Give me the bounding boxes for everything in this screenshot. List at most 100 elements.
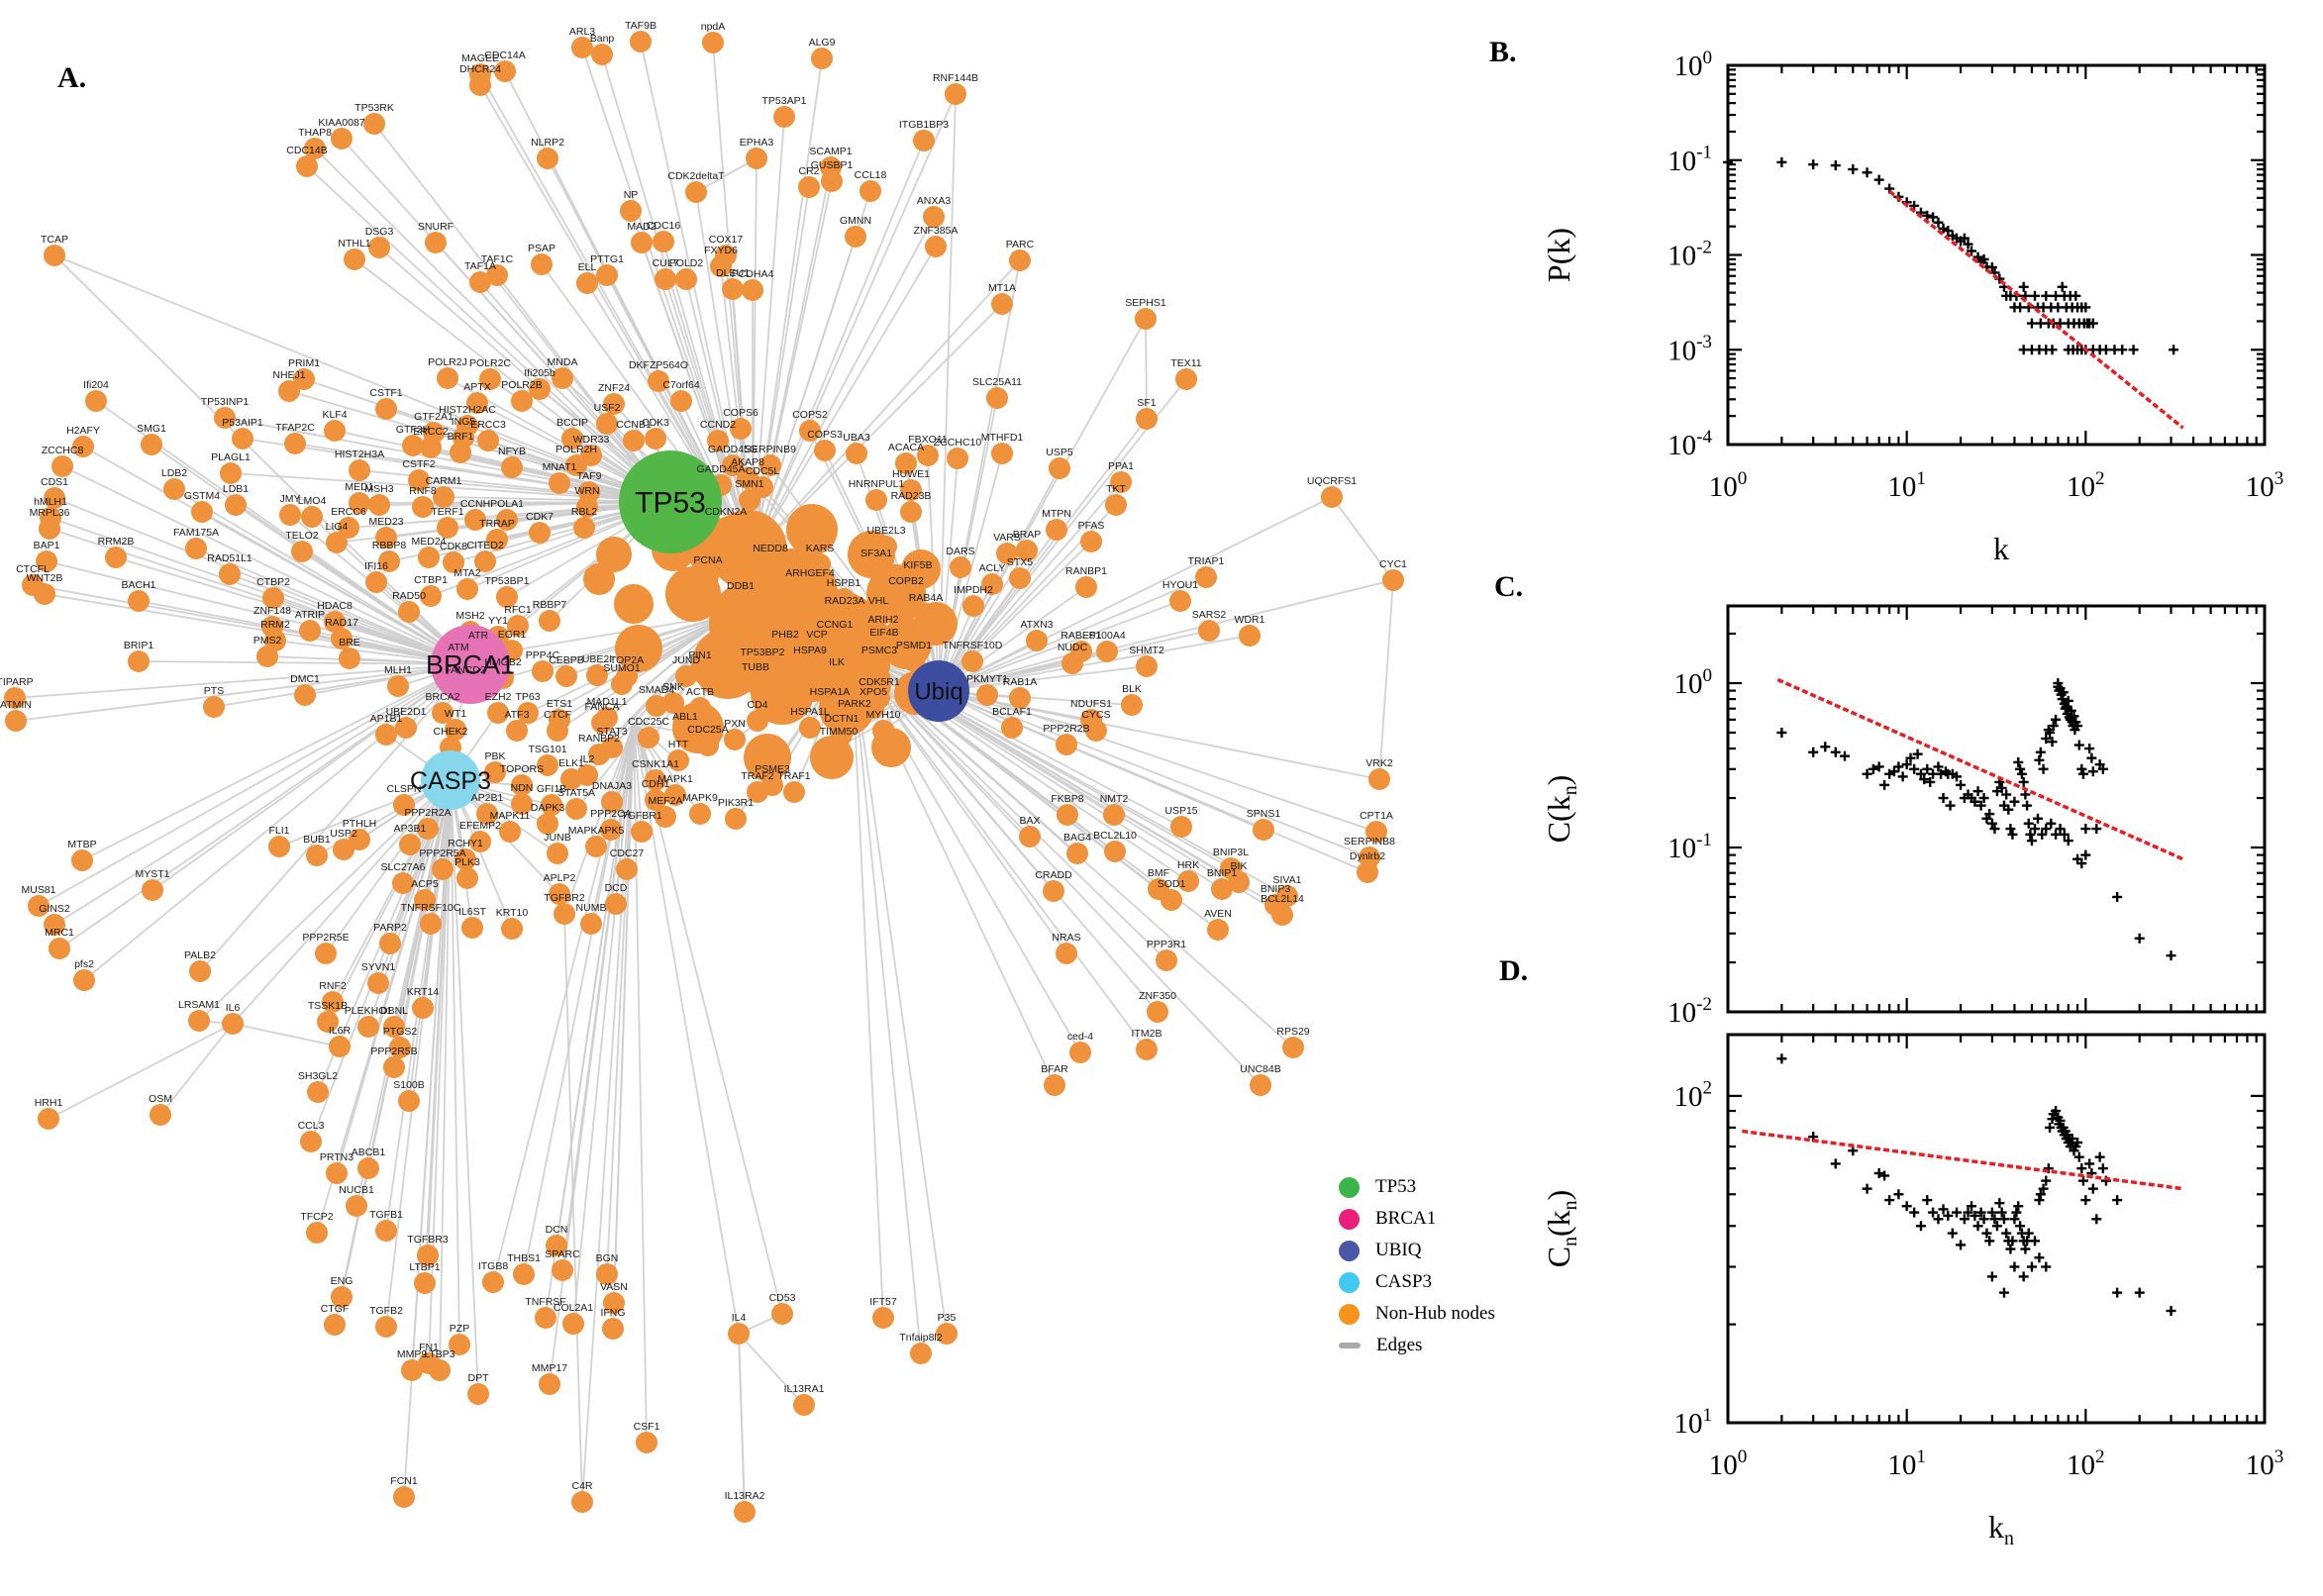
network-node-label: ABL1 xyxy=(672,711,698,723)
network-node-label: Dynlrb2 xyxy=(1350,850,1385,862)
network-node-label: TIPARP xyxy=(0,676,34,688)
network-node xyxy=(479,368,501,390)
network-node xyxy=(185,538,207,559)
network-node-label: CCNH xyxy=(460,498,490,510)
network-node-label: NUDC xyxy=(1058,642,1088,653)
network-node xyxy=(433,486,454,508)
network-node-label: FBXO11 xyxy=(908,434,948,446)
network-node-label: SCAMP1 xyxy=(809,146,852,157)
network-node xyxy=(1046,519,1067,541)
network-node xyxy=(616,858,638,880)
network-node xyxy=(697,565,719,587)
network-node xyxy=(1069,1042,1091,1063)
network-node-label: BCL2L10 xyxy=(1093,830,1137,842)
network-node-label: Banp xyxy=(590,33,615,45)
network-node-label: SEPHS1 xyxy=(1125,297,1166,309)
network-node-label: MMP17 xyxy=(532,1362,567,1374)
network-node xyxy=(412,496,434,518)
network-node xyxy=(203,696,225,718)
network-node xyxy=(399,834,421,855)
network-node-label: CHEK2 xyxy=(433,726,467,738)
network-node-label: CR2 xyxy=(798,165,819,177)
network-node xyxy=(537,148,558,169)
network-node-label: PRIM1 xyxy=(288,357,320,369)
network-node xyxy=(418,1352,440,1374)
network-node-label: ACACA xyxy=(888,442,924,453)
network-node-label: NP xyxy=(624,189,639,201)
network-node-label: PTGS2 xyxy=(383,1026,418,1038)
network-node-label: TGFBR1 xyxy=(621,810,662,822)
network-node-label: BRAP xyxy=(1013,529,1042,541)
network-node xyxy=(476,803,498,825)
network-node xyxy=(331,128,353,150)
network-node-label: GMNN xyxy=(840,215,871,227)
network-node-label: SUMO1 xyxy=(603,662,641,674)
network-node xyxy=(1368,768,1390,790)
network-node-label: SLC27A6 xyxy=(381,861,426,873)
network-node-label: SYVN1 xyxy=(361,961,396,973)
network-node-label: MUS81 xyxy=(21,884,55,896)
network-edges xyxy=(14,41,1394,1513)
network-node-label: HIST2H3A xyxy=(335,449,384,460)
network-node-label: BCL2L14 xyxy=(1261,893,1304,905)
network-node xyxy=(507,615,529,637)
network-node-label: UQCRFS1 xyxy=(1307,475,1357,487)
network-node xyxy=(846,443,867,464)
network-node xyxy=(44,245,65,266)
network-node xyxy=(645,428,666,449)
network-node-label: DCTN1 xyxy=(824,713,858,725)
network-node-label: TP53BP1 xyxy=(485,575,530,587)
network-node xyxy=(315,943,337,964)
network-node xyxy=(730,591,752,613)
network-node xyxy=(725,808,747,830)
network-node-label: MSH2 xyxy=(455,610,484,622)
network-node xyxy=(393,1486,415,1508)
network-node-label: CDH1 xyxy=(642,778,670,790)
network-node xyxy=(799,578,821,600)
network-node xyxy=(454,848,476,870)
network-node-label: CD4 xyxy=(747,699,767,711)
network-node-label: SF3A1 xyxy=(860,548,892,559)
network-node-label: DARS xyxy=(946,546,974,557)
network-node-label: IL13RA1 xyxy=(784,1383,825,1395)
network-node xyxy=(85,390,107,412)
network-node xyxy=(128,590,150,612)
network-node xyxy=(529,522,551,544)
network-node-label: BRIP1 xyxy=(124,640,154,651)
network-node-label: WDR1 xyxy=(1235,614,1265,626)
network-node-label: MYH10 xyxy=(865,709,900,721)
network-node xyxy=(418,547,440,568)
network-node xyxy=(34,583,55,605)
network-node xyxy=(867,606,889,628)
network-node-label: RNF2 xyxy=(319,980,347,992)
network-node-label: SARS2 xyxy=(1192,609,1227,621)
network-node-label: TRAF1 xyxy=(777,770,810,782)
network-node xyxy=(71,849,93,871)
network-node xyxy=(576,764,598,786)
network-node-label: ILK xyxy=(829,656,845,668)
node-dot-icon xyxy=(1339,1240,1360,1261)
network-node-label: PPP4C xyxy=(526,649,560,661)
network-node-label: HSPA1A xyxy=(810,686,851,698)
network-node-label: WDR33 xyxy=(573,434,610,446)
network-node-label: ERCC6 xyxy=(331,506,366,518)
network-node-label: BAG4 xyxy=(1063,832,1091,844)
network-node xyxy=(1239,625,1261,647)
network-node xyxy=(728,1323,750,1345)
network-node xyxy=(368,494,390,516)
network-node-label: PPP2R5B xyxy=(370,1046,417,1057)
network-node xyxy=(603,1292,625,1314)
network-node xyxy=(549,472,570,494)
network-node-label: IL6R xyxy=(329,1025,352,1037)
network-node-label: CLSPN xyxy=(386,783,421,795)
network-node-label: NTHL1 xyxy=(338,238,370,249)
network-node xyxy=(487,702,509,724)
network-node-label: POLR2B xyxy=(501,379,542,391)
network-node xyxy=(724,729,746,750)
network-node xyxy=(44,914,65,936)
legend-item-label: Edges xyxy=(1376,1335,1423,1355)
network-node-label: NMT2 xyxy=(1100,793,1129,805)
network-node-label: HRH1 xyxy=(35,1097,63,1109)
network-node-label: TSG101 xyxy=(528,744,566,755)
network-node xyxy=(913,130,935,151)
